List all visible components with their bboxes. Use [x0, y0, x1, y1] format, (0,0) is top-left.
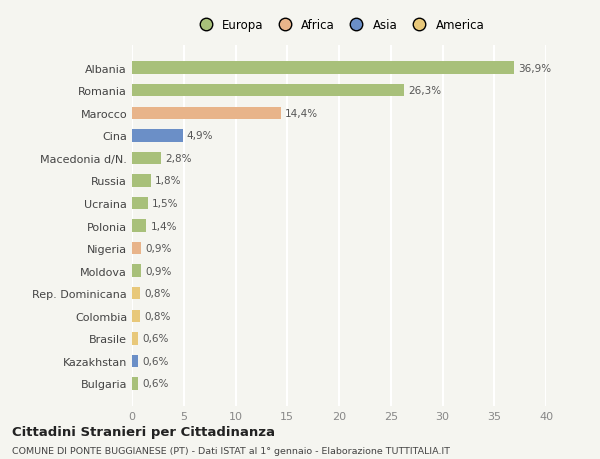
Bar: [132, 377, 138, 390]
Text: 2,8%: 2,8%: [165, 153, 191, 163]
Bar: [132, 107, 281, 120]
Bar: [132, 220, 146, 232]
Text: 36,9%: 36,9%: [518, 63, 551, 73]
Text: 1,8%: 1,8%: [155, 176, 181, 186]
Text: 0,9%: 0,9%: [145, 266, 172, 276]
Legend: Europa, Africa, Asia, America: Europa, Africa, Asia, America: [190, 16, 488, 36]
Text: 0,8%: 0,8%: [145, 311, 171, 321]
Bar: [132, 242, 142, 255]
Bar: [132, 197, 148, 210]
Bar: [132, 332, 138, 345]
Bar: [132, 355, 138, 367]
Bar: [132, 265, 142, 277]
Bar: [132, 62, 514, 75]
Text: 0,6%: 0,6%: [142, 334, 169, 344]
Bar: [132, 310, 140, 322]
Text: 4,9%: 4,9%: [187, 131, 214, 141]
Text: 0,8%: 0,8%: [145, 289, 171, 299]
Bar: [132, 130, 183, 142]
Text: Cittadini Stranieri per Cittadinanza: Cittadini Stranieri per Cittadinanza: [12, 425, 275, 438]
Text: COMUNE DI PONTE BUGGIANESE (PT) - Dati ISTAT al 1° gennaio - Elaborazione TUTTIT: COMUNE DI PONTE BUGGIANESE (PT) - Dati I…: [12, 446, 450, 455]
Text: 0,6%: 0,6%: [142, 379, 169, 389]
Bar: [132, 287, 140, 300]
Text: 0,6%: 0,6%: [142, 356, 169, 366]
Bar: [132, 85, 404, 97]
Text: 26,3%: 26,3%: [409, 86, 442, 96]
Text: 1,5%: 1,5%: [152, 199, 178, 208]
Text: 14,4%: 14,4%: [285, 108, 319, 118]
Text: 1,4%: 1,4%: [151, 221, 177, 231]
Bar: [132, 175, 151, 187]
Bar: [132, 152, 161, 165]
Text: 0,9%: 0,9%: [145, 244, 172, 253]
